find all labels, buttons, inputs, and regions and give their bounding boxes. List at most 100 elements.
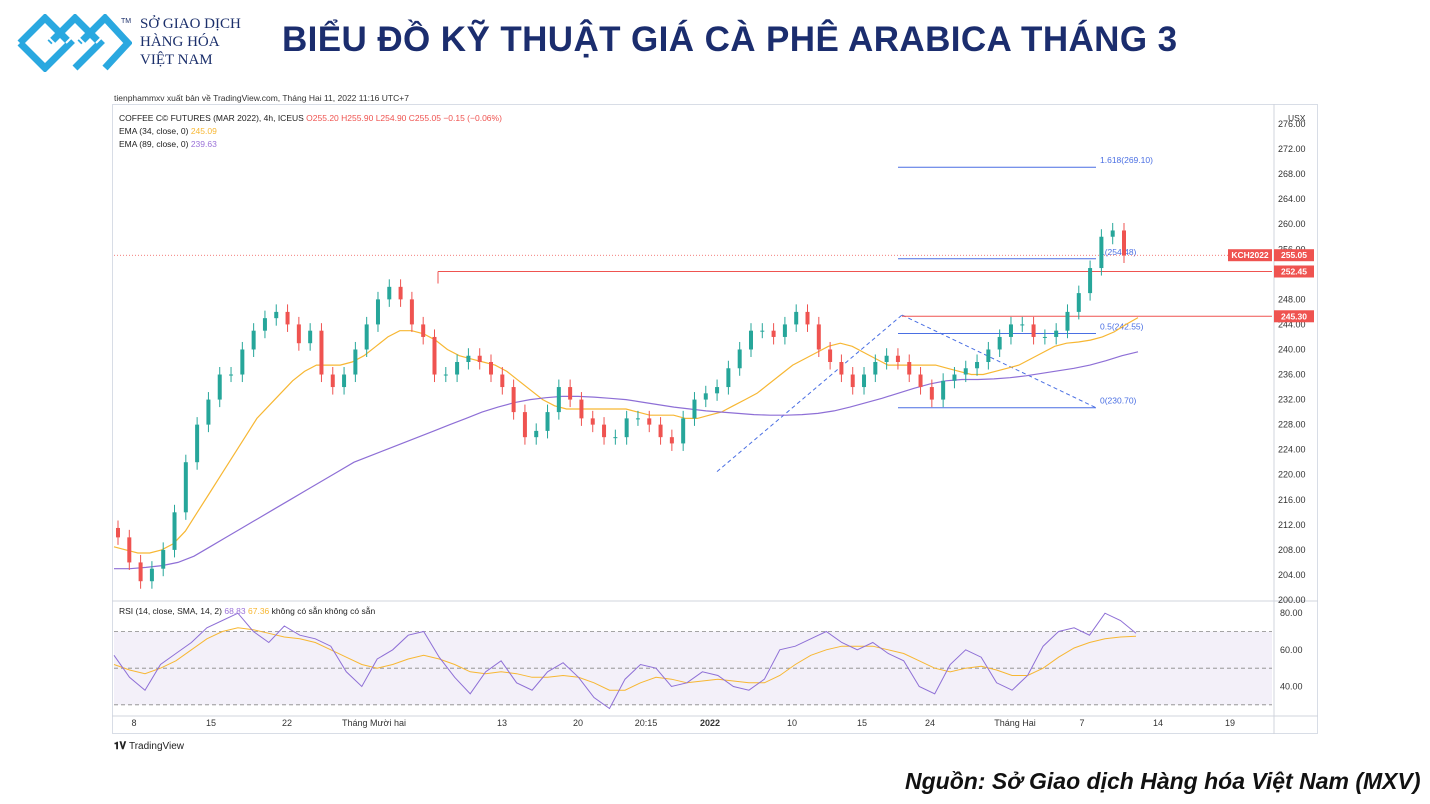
source-credit: Nguồn: Sở Giao dịch Hàng hóa Việt Nam (M… xyxy=(905,768,1421,794)
time-tick-label: 7 xyxy=(1079,718,1084,728)
price-tick-label: 244.00 xyxy=(1278,319,1306,329)
candle-body xyxy=(172,512,177,550)
candle-body xyxy=(1065,311,1070,331)
time-tick-label: 20 xyxy=(573,718,583,728)
candle-body xyxy=(862,374,867,388)
ema89-value: 239.63 xyxy=(190,139,217,149)
publisher-line: tienphammxv xuất bản về TradingView.com,… xyxy=(114,93,409,103)
candle-body xyxy=(782,324,787,337)
candle-body xyxy=(794,311,799,325)
rsi-sma-line xyxy=(113,627,1137,691)
candle-body xyxy=(568,387,573,400)
time-tick-label: 15 xyxy=(206,718,216,728)
price-tick-label: 276.00 xyxy=(1278,119,1306,129)
time-tick-label: 24 xyxy=(925,718,935,728)
candle-body xyxy=(952,374,957,381)
logo-name-line3: VIỆT NAM xyxy=(140,52,213,68)
price-tick-label: 200.00 xyxy=(1278,595,1306,605)
price-tick-label: 272.00 xyxy=(1278,144,1306,154)
candle-body xyxy=(274,311,279,319)
time-tick-label: Tháng Hai xyxy=(994,718,1036,728)
candle-body xyxy=(330,374,335,388)
ema34-legend: EMA (34, close, 0) 245.09 xyxy=(119,126,217,136)
candle-body xyxy=(500,374,505,388)
price-tick-label: 248.00 xyxy=(1278,294,1306,304)
symbol-tag: KCH2022 xyxy=(1231,250,1269,260)
high-label: H255.90 xyxy=(341,113,374,123)
chart-frame xyxy=(112,104,1318,734)
fib-level-label: 0(230.70) xyxy=(1100,396,1137,406)
candle-body xyxy=(409,299,414,325)
candle-body xyxy=(534,430,539,438)
price-tick-label: 260.00 xyxy=(1278,219,1306,229)
candle-body xyxy=(929,387,934,400)
fib-level-label: 1(254.48) xyxy=(1100,247,1137,257)
candle-body xyxy=(669,437,674,444)
candle-body xyxy=(240,349,245,375)
rsi-na-1: không có sẵn xyxy=(271,606,323,616)
tradingview-logo[interactable]: 𝟏𝐕 TradingView xyxy=(114,741,184,752)
candle-body xyxy=(432,336,437,375)
candle-body xyxy=(545,412,550,431)
price-chart[interactable]: 1.618(269.10)1(254.48)0.5(242.55)0(230.7… xyxy=(112,104,1318,734)
page-title: BIỂU ĐỒ KỸ THUẬT GIÁ CÀ PHÊ ARABICA THÁN… xyxy=(282,20,1178,59)
candle-body xyxy=(1054,330,1059,337)
candle-body xyxy=(466,355,471,362)
tradingview-label: TradingView xyxy=(128,741,185,752)
candle-body xyxy=(647,418,652,425)
candle-body xyxy=(342,374,347,388)
candle-body xyxy=(975,362,980,369)
rsi-tick-label: 40.00 xyxy=(1280,682,1303,692)
rsi-band xyxy=(114,631,1272,705)
symbol-tag-bg xyxy=(1228,249,1272,262)
candle-body xyxy=(1110,230,1115,237)
candle-body xyxy=(161,549,166,569)
ema34-label: EMA (34, close, 0) xyxy=(119,126,189,136)
candle-body xyxy=(285,311,290,325)
time-tick-label: 15 xyxy=(857,718,867,728)
price-tick-label: 236.00 xyxy=(1278,370,1306,380)
price-tick-label: 268.00 xyxy=(1278,169,1306,179)
candle-body xyxy=(455,362,460,375)
symbol-label: COFFEE C© FUTURES (MAR 2022), 4h, ICEUS xyxy=(119,113,304,123)
price-tick-label: 264.00 xyxy=(1278,194,1306,204)
candle-body xyxy=(1008,324,1013,337)
trend-line-up xyxy=(716,314,903,472)
price-tick-label: 224.00 xyxy=(1278,445,1306,455)
price-tick-label: 216.00 xyxy=(1278,495,1306,505)
candle-body xyxy=(229,374,234,376)
candle-body xyxy=(884,355,889,362)
candle-body xyxy=(511,387,516,413)
time-tick-label: 2022 xyxy=(700,718,720,728)
time-tick-label: 14 xyxy=(1153,718,1163,728)
candle-body xyxy=(296,324,301,344)
candle-body xyxy=(839,362,844,375)
candle-body xyxy=(828,349,833,362)
candle-body xyxy=(375,299,380,325)
rsi-line xyxy=(113,612,1137,710)
mxv-logo-mark-icon xyxy=(17,14,132,72)
candle-body xyxy=(760,330,765,332)
candle-body xyxy=(262,318,267,331)
candle-body xyxy=(918,374,923,388)
candle-body xyxy=(522,412,527,438)
trend-line-down xyxy=(901,314,1097,409)
price-tick-label: 240.00 xyxy=(1278,344,1306,354)
time-tick-label: 19 xyxy=(1225,718,1235,728)
candle-body xyxy=(907,362,912,375)
candle-body xyxy=(183,462,188,513)
candle-body xyxy=(602,424,607,438)
candle-body xyxy=(579,399,584,419)
candle-body xyxy=(116,527,120,538)
time-tick-label: 8 xyxy=(131,718,136,728)
candle-body xyxy=(963,368,968,375)
candle-body xyxy=(489,362,494,375)
candle-body xyxy=(421,324,426,337)
ema34-value: 245.09 xyxy=(190,126,217,136)
candle-body xyxy=(1076,293,1081,312)
candle-body xyxy=(1088,268,1093,294)
candle-body xyxy=(613,437,618,439)
candle-body xyxy=(319,330,324,375)
candle-body xyxy=(681,418,686,444)
rsi-value: 68.83 xyxy=(224,606,246,616)
